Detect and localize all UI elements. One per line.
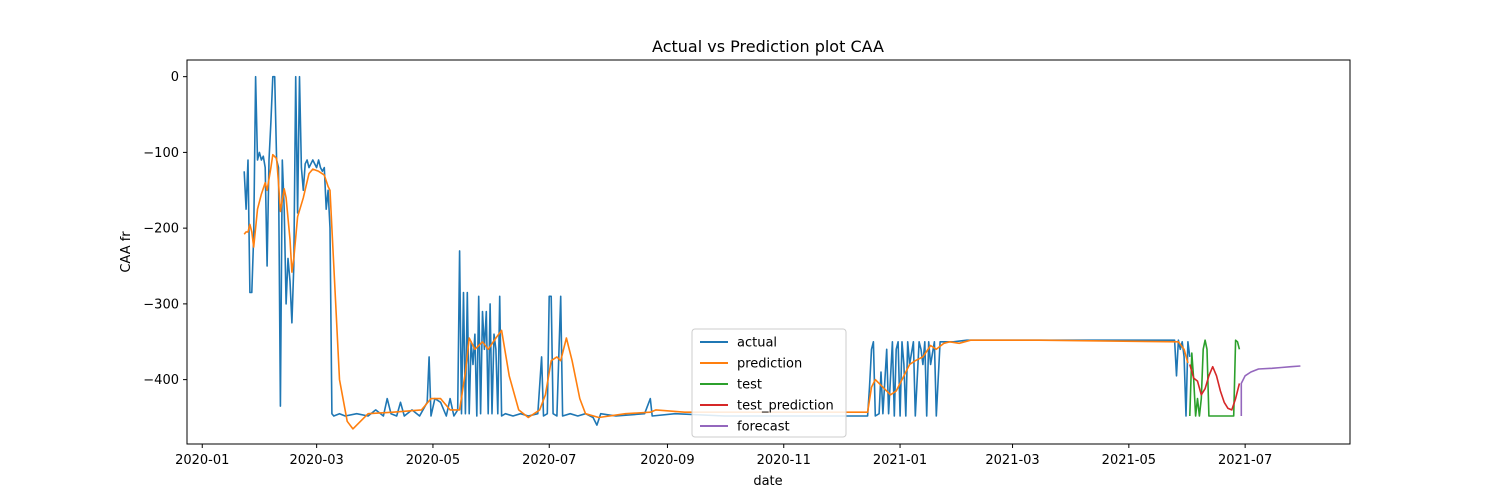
- series-line-test-prediction: [1189, 364, 1241, 411]
- x-tick-label: 2020-01: [175, 453, 229, 468]
- chart-title: Actual vs Prediction plot CAA: [652, 37, 884, 56]
- legend-box: [691, 328, 847, 438]
- x-axis-label: date: [753, 474, 782, 489]
- legend-label-forecast: forecast: [737, 420, 790, 435]
- series-line-prediction: [243, 153, 1189, 430]
- series-line-test: [1189, 339, 1241, 417]
- x-tick-label: 2021-01: [873, 453, 927, 468]
- legend-label-test-prediction: test_prediction: [737, 399, 834, 414]
- legend-label-prediction: prediction: [737, 357, 802, 372]
- y-tick-label: −300: [143, 297, 179, 312]
- legend-label-test: test: [737, 378, 762, 393]
- y-axis-label: CAA fr: [119, 231, 134, 273]
- x-tick-label: 2021-03: [985, 453, 1039, 468]
- x-tick-label: 2020-07: [522, 453, 576, 468]
- plot-lines: [243, 75, 1301, 430]
- x-tick-label: 2020-09: [640, 453, 694, 468]
- series-line-forecast: [1240, 365, 1301, 416]
- series-line-actual: [243, 75, 1191, 426]
- y-tick-label: −100: [143, 146, 179, 161]
- x-tick-label: 2020-03: [289, 453, 343, 468]
- x-tick-label: 2021-05: [1102, 453, 1156, 468]
- legend: actual prediction test test_predictionforec…: [691, 328, 847, 438]
- plot-frame: [186, 59, 1351, 445]
- y-tick-label: 0: [171, 70, 179, 85]
- x-tick-label: 2020-05: [406, 453, 460, 468]
- x-tick-label: 2021-07: [1218, 453, 1272, 468]
- legend-label-actual: actual: [737, 336, 777, 351]
- y-axis: 0 −100 −200 −300 −400: [143, 70, 187, 388]
- x-axis: 2020-01 2020-03 2020-05 2020-07 2020-09 2020-…: [175, 444, 1272, 468]
- y-tick-label: −200: [143, 222, 179, 237]
- y-tick-label: −400: [143, 373, 179, 388]
- x-tick-label: 2020-11: [757, 453, 811, 468]
